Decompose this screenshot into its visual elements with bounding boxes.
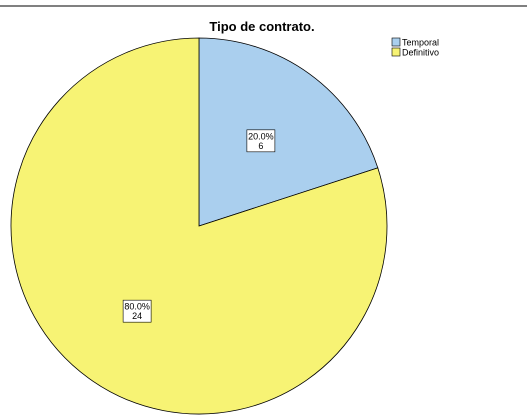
legend: Temporal Definitivo [391,37,439,58]
data-label-percent: 20.0% [248,131,274,141]
legend-label-temporal: Temporal [402,38,439,48]
legend-swatch-temporal [391,37,401,47]
legend-swatch-definitivo [391,47,401,57]
data-label-definitivo: 80.0%24 [122,299,152,323]
data-label-count: 24 [132,311,142,321]
legend-label-definitivo: Definitivo [402,48,439,58]
data-label-percent: 80.0% [124,302,150,312]
pie-slices [10,37,388,415]
pie-slice-temporal [198,37,379,227]
pie-data-labels: 20.0%6 80.0%24 [122,129,276,323]
data-label-temporal: 20.0%6 [246,129,276,153]
pie-slice-definitivo [10,37,388,415]
data-label-count: 6 [258,141,263,151]
chart-title: Tipo de contrato. [209,19,314,34]
